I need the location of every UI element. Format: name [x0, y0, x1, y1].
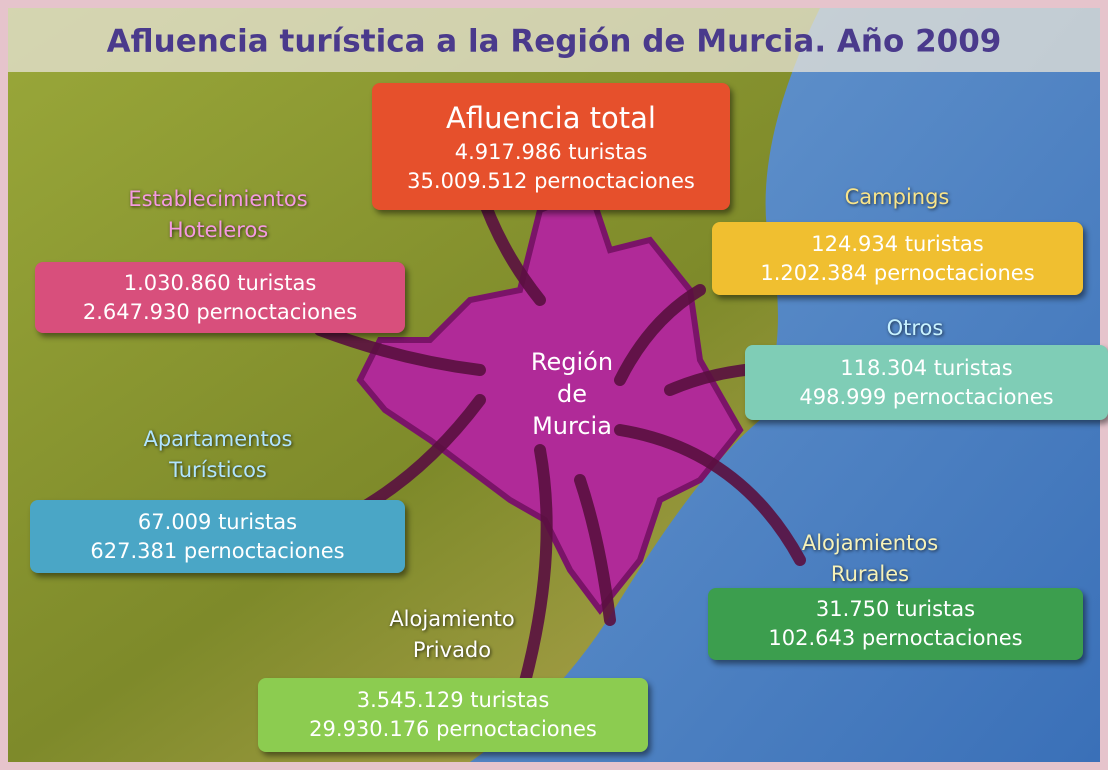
center-label: Región de Murcia — [531, 348, 613, 440]
stat-line: 4.917.986 turistas — [454, 139, 648, 164]
stat-line: 29.930.176 pernoctaciones — [309, 717, 597, 741]
label-line: Rurales — [830, 562, 910, 586]
stat-line: 2.647.930 pernoctaciones — [82, 299, 358, 324]
label-line: Hoteleros — [167, 218, 269, 242]
stat-box: 31.750 turistas 102.643 pernoctaciones — [708, 588, 1083, 660]
label-line: Privado — [412, 638, 492, 662]
stat-line: 118.304 turistas — [840, 355, 1013, 380]
box-label: Establecimientos Hoteleros — [58, 184, 378, 246]
center-line: de — [557, 380, 587, 408]
stat-line: 67.009 turistas — [137, 509, 298, 534]
title: Afluencia turística a la Región de Murci… — [107, 24, 1002, 60]
stat-line: 3.545.129 turistas — [356, 688, 550, 712]
box-label: Campings — [737, 182, 1057, 213]
stat-box: 124.934 turistas 1.202.384 pernoctaciones — [712, 222, 1083, 295]
label-line: Establecimientos — [128, 187, 308, 211]
stat-line: 124.934 turistas — [811, 231, 984, 256]
box-label: Alojamiento Privado — [292, 604, 612, 666]
stat-line: 31.750 turistas — [815, 597, 976, 621]
stat-line: 35.009.512 pernoctaciones — [407, 168, 695, 193]
stat-box: 1.030.860 turistas 2.647.930 pernoctacion… — [35, 262, 405, 333]
label-line: Alojamientos — [801, 531, 939, 555]
stat-line: 1.030.860 turistas — [123, 270, 317, 295]
stat-box: 118.304 turistas 498.999 pernoctaciones — [745, 345, 1108, 420]
box-label: Afluencia total — [445, 100, 656, 135]
label-line: Otros — [886, 316, 944, 340]
box-label: Alojamientos Rurales — [710, 528, 1030, 590]
box-label: Apartamentos Turísticos — [58, 424, 378, 486]
label-line: Alojamiento — [389, 607, 515, 631]
label-line: Turísticos — [169, 458, 267, 482]
stat-line: 1.202.384 pernoctaciones — [760, 260, 1035, 285]
stat-line: 102.643 pernoctaciones — [768, 626, 1023, 650]
stat-line: 498.999 pernoctaciones — [799, 384, 1054, 409]
box-label: Otros — [755, 313, 1075, 344]
stat-line: 627.381 pernoctaciones — [90, 538, 345, 563]
stat-box: 3.545.129 turistas 29.930.176 pernoctacio… — [258, 678, 648, 752]
stat-box: 67.009 turistas 627.381 pernoctaciones — [30, 500, 405, 573]
center-line: Murcia — [532, 412, 612, 440]
stat-box: Afluencia total 4.917.986 turistas 35.009.… — [372, 83, 730, 210]
center-line: Región — [531, 348, 613, 376]
label-line: Campings — [844, 185, 950, 209]
label-line: Apartamentos — [143, 427, 293, 451]
